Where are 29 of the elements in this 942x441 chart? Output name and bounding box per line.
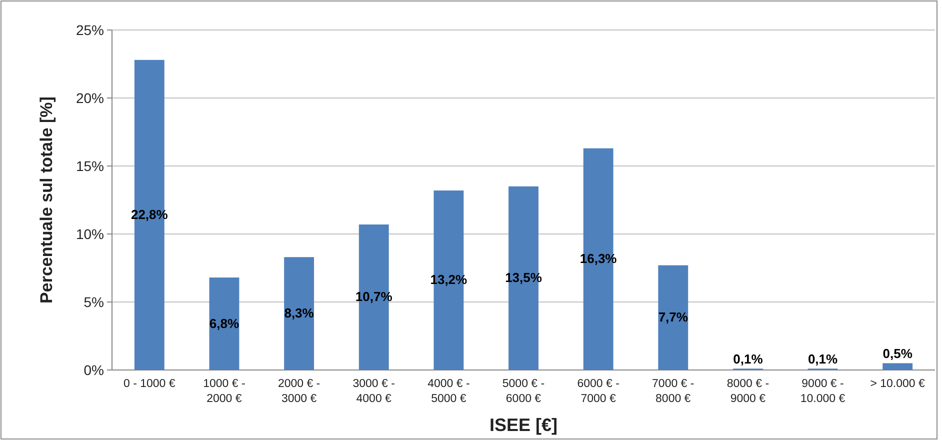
x-tick-label: 8000 € - 9000 € [726, 378, 770, 405]
x-tick-label: 7000 € - 8000 € [652, 378, 694, 405]
x-tick-label: 4000 € - 5000 € [428, 378, 470, 405]
x-tick-label: 1000 € - 2000 € [203, 378, 246, 405]
bar [658, 265, 688, 370]
x-tick-label: > 10.000 € [870, 378, 926, 390]
data-label: 0,5% [882, 346, 913, 362]
y-tick-label: 15% [76, 158, 104, 174]
x-tick-label: 3000 € - 4000 € [352, 378, 396, 405]
y-tick-label: 20% [76, 90, 104, 106]
y-axis-title: Percentuale sul totale [%] [37, 96, 56, 304]
x-tick-label: 6000 € - 7000 € [577, 378, 620, 405]
x-tick-label: 2000 € - 3000 € [278, 378, 320, 405]
y-tick-label: 5% [84, 294, 104, 310]
data-label: 6,8% [209, 316, 240, 331]
y-tick-label: 10% [76, 226, 104, 242]
bar [209, 278, 240, 370]
data-label: 0,1% [733, 352, 764, 367]
data-label: 0,1% [808, 352, 838, 367]
bar [882, 363, 913, 370]
x-tick-label: 5000 € - 6000 € [502, 378, 545, 405]
y-tick-label: 0% [84, 362, 104, 378]
y-tick-label: 25% [76, 22, 104, 38]
x-tick-label: 0 - 1000 € [124, 378, 176, 390]
data-label: 7,7% [658, 310, 688, 325]
x-axis-title: ISEE [€] [489, 415, 558, 435]
data-label: 8,3% [284, 306, 314, 321]
x-tick-label: 9000 € - 10.000 € [800, 378, 846, 405]
bar [284, 257, 314, 370]
